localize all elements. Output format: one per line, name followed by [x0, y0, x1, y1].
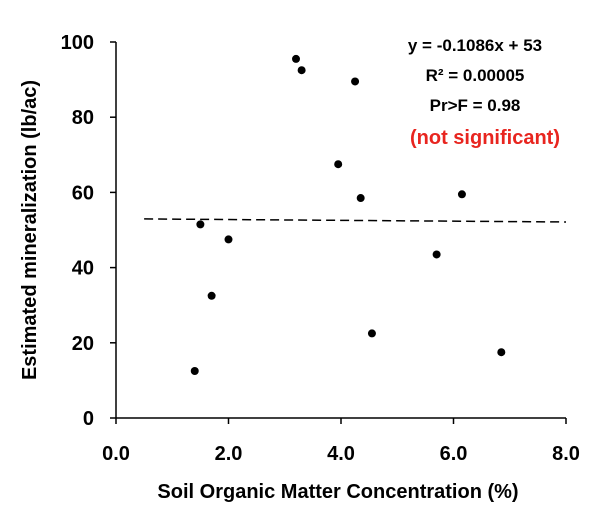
- data-point: [351, 77, 360, 86]
- y-tick-label: 40: [72, 258, 94, 280]
- r-squared-label: R² = 0.00005: [426, 66, 525, 85]
- data-point: [497, 348, 506, 357]
- y-tick-label: 100: [61, 32, 94, 54]
- data-point: [334, 160, 343, 169]
- data-point: [432, 250, 441, 259]
- x-tick-label: 0.0: [102, 443, 130, 465]
- y-axis: 0 20 40 60 80 100: [61, 32, 117, 430]
- data-point: [207, 291, 216, 300]
- y-tick-label: 80: [72, 107, 94, 129]
- trendline: [144, 218, 567, 223]
- x-tick-label: 6.0: [440, 443, 468, 465]
- x-axis-title: Soil Organic Matter Concentration (%): [157, 481, 518, 503]
- y-tick-label: 0: [83, 408, 94, 430]
- significance-label: (not significant): [410, 127, 560, 149]
- data-point: [224, 235, 233, 244]
- y-axis-title: Estimated mineralization (lb/ac): [19, 80, 41, 380]
- trendline-dashed: [144, 218, 567, 223]
- data-point: [457, 190, 466, 199]
- data-point: [356, 194, 365, 203]
- data-point: [292, 54, 300, 63]
- regression-annotation: y = -0.1086x + 53 R² = 0.00005 Pr>F = 0.…: [408, 36, 560, 149]
- x-axis: 0.0 2.0 4.0 6.0 8.0: [102, 417, 580, 465]
- x-tick-label: 2.0: [215, 443, 243, 465]
- data-point: [196, 220, 205, 229]
- x-tick-label: 8.0: [552, 443, 580, 465]
- x-tick-label: 4.0: [327, 443, 355, 465]
- data-points: [190, 54, 506, 375]
- y-tick-label: 60: [72, 182, 94, 204]
- pr-f-label: Pr>F = 0.98: [430, 96, 521, 115]
- y-tick-label: 20: [72, 333, 94, 355]
- data-point: [367, 329, 376, 338]
- data-point: [190, 367, 199, 375]
- regression-equation: y = -0.1086x + 53: [408, 36, 542, 55]
- data-point: [297, 66, 306, 75]
